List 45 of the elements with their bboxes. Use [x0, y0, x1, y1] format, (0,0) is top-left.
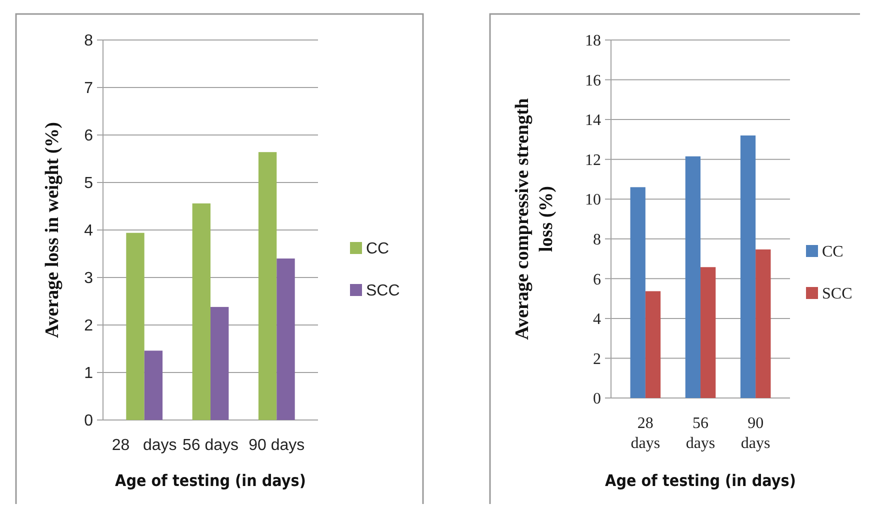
- y-tick-label: 8: [593, 231, 601, 248]
- y-tick-label: 7: [84, 80, 94, 98]
- x-tick-label: 56 days: [182, 437, 239, 454]
- bar: [144, 350, 163, 420]
- y-tick-label: 12: [585, 152, 601, 169]
- y-tick-label: 0: [593, 390, 601, 408]
- y-tick-label: 2: [84, 318, 94, 335]
- bar: [192, 203, 210, 420]
- bar: [740, 135, 756, 398]
- x-tick-label: 28 days: [630, 415, 660, 452]
- bar: [700, 267, 716, 398]
- bar: [258, 152, 277, 420]
- legend-label: CC: [366, 240, 390, 258]
- x-tick-label: 56 days: [686, 415, 716, 452]
- x-tick-label: 90 days: [740, 415, 770, 452]
- y-tick-label: 1: [84, 365, 94, 382]
- x-axis-title: Age of testing (in days): [605, 471, 796, 490]
- y-tick-label: 4: [593, 311, 601, 328]
- y-tick-label: 2: [593, 350, 601, 368]
- y-tick-label: 16: [585, 72, 601, 90]
- bar: [645, 291, 661, 398]
- bar: [210, 306, 229, 420]
- legend-label: SCC: [822, 286, 852, 303]
- bar: [756, 249, 771, 398]
- y-tick-label: 5: [84, 175, 94, 192]
- y-tick-label: 0: [84, 412, 94, 430]
- legend-label: SCC: [366, 282, 400, 300]
- y-tick-label: 18: [585, 32, 601, 50]
- y-tick-label: 6: [84, 128, 94, 145]
- bar: [276, 258, 295, 420]
- y-tick-label: 6: [593, 271, 601, 288]
- y-tick-label: 8: [84, 32, 94, 50]
- y-tick-label: 3: [84, 270, 94, 288]
- bar: [630, 187, 646, 398]
- bar: [685, 156, 700, 398]
- y-tick-label: 14: [585, 112, 601, 130]
- y-axis-title: Average loss in weight (%): [42, 122, 63, 338]
- x-tick-label: 28 days: [112, 437, 177, 454]
- x-axis-title: Age of testing (in days): [115, 471, 306, 490]
- y-tick-label: 10: [585, 192, 601, 209]
- legend-label: CC: [822, 244, 844, 261]
- y-tick-label: 4: [84, 222, 94, 240]
- bar: [126, 232, 144, 420]
- y-axis-title: Average compressive strength loss (%): [512, 98, 557, 340]
- x-tick-label: 90 days: [248, 437, 305, 454]
